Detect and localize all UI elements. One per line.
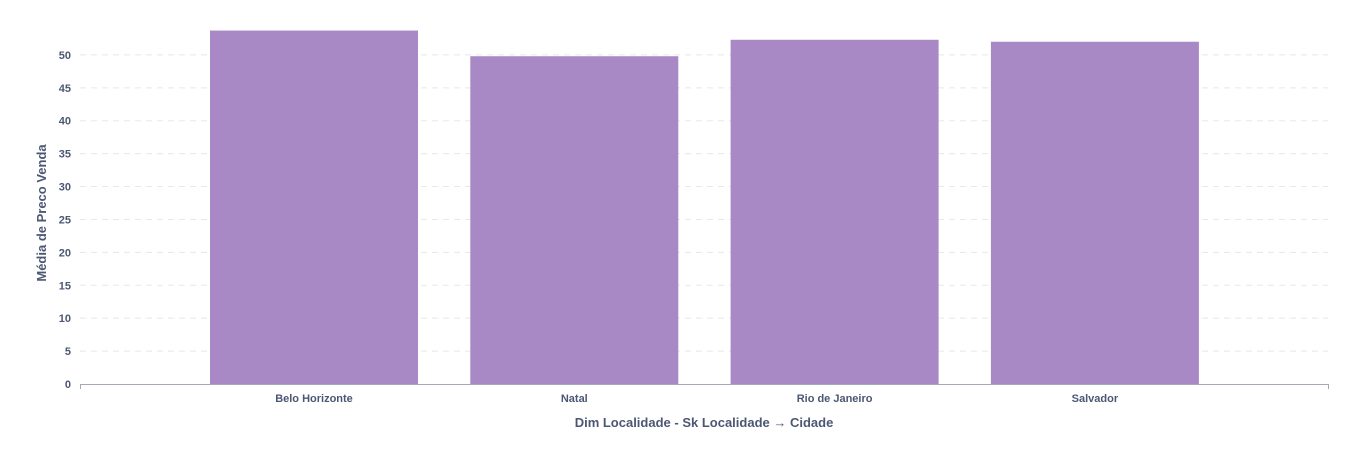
- x-axis-title: Dim Localidade - Sk Localidade → Cidade: [575, 415, 834, 430]
- x-tick-label: Salvador: [1072, 393, 1119, 405]
- y-tick-label: 20: [59, 247, 71, 259]
- x-tick-label: Rio de Janeiro: [797, 393, 873, 405]
- y-tick-label: 40: [59, 116, 71, 128]
- y-axis-title: Média de Preco Venda: [34, 144, 49, 282]
- y-tick-label: 0: [65, 379, 71, 391]
- y-tick-label: 30: [59, 182, 71, 194]
- bars: [210, 30, 1199, 385]
- bar[interactable]: [990, 41, 1199, 384]
- axes: [80, 384, 1329, 389]
- y-tick-label: 45: [59, 83, 71, 95]
- y-tick-label: 10: [59, 313, 71, 325]
- x-tick-label: Belo Horizonte: [275, 393, 353, 405]
- x-tick-label: Natal: [561, 393, 588, 405]
- bar[interactable]: [470, 56, 679, 384]
- y-tick-labels: 0 5 10 15 20 25 30 35 40 45 50: [59, 50, 71, 391]
- y-tick-label: 25: [59, 214, 71, 226]
- y-tick-label: 15: [59, 280, 71, 292]
- x-tick-labels: Belo Horizonte Natal Rio de Janeiro Salvado…: [275, 393, 1119, 405]
- y-tick-label: 35: [59, 149, 71, 161]
- bar[interactable]: [210, 30, 418, 384]
- y-tick-label: 5: [65, 346, 71, 358]
- bar[interactable]: [730, 39, 939, 385]
- y-tick-label: 50: [59, 50, 71, 62]
